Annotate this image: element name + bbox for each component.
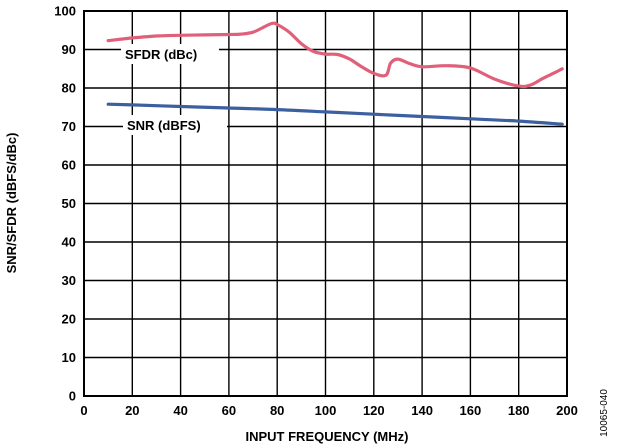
y-tick-label-100: 100 xyxy=(54,4,76,19)
y-tick-label-50: 50 xyxy=(62,196,76,211)
x-tick-label-120: 120 xyxy=(363,403,385,418)
figure-id: 10065-040 xyxy=(599,389,610,437)
x-tick-label-160: 160 xyxy=(460,403,482,418)
series-lines xyxy=(106,21,564,126)
snr-series-label: SNR (dBFS) xyxy=(123,115,227,135)
y-tick-label-10: 10 xyxy=(62,350,76,365)
y-axis-title: SNR/SFDR (dBFS/dBc) xyxy=(4,133,19,274)
x-tick-label-40: 40 xyxy=(173,403,187,418)
sfdr-line xyxy=(106,21,564,89)
y-tick-label-90: 90 xyxy=(62,42,76,57)
x-tick-label-180: 180 xyxy=(508,403,530,418)
x-tick-label-0: 0 xyxy=(80,403,87,418)
x-tick-label-100: 100 xyxy=(315,403,337,418)
x-tick-label-80: 80 xyxy=(270,403,284,418)
sfdr-series-label: SFDR (dBc) xyxy=(121,44,219,64)
snr-label: SNR (dBFS) xyxy=(127,118,201,133)
x-tick-label-140: 140 xyxy=(411,403,433,418)
y-tick-label-40: 40 xyxy=(62,235,76,250)
y-tick-label-30: 30 xyxy=(62,273,76,288)
plot-frame xyxy=(83,10,568,397)
sfdr-label: SFDR (dBc) xyxy=(125,47,197,62)
x-tick-label-200: 200 xyxy=(556,403,578,418)
y-tick-label-60: 60 xyxy=(62,158,76,173)
snr-line xyxy=(106,102,564,126)
plot-border xyxy=(83,10,568,397)
y-tick-label-0: 0 xyxy=(69,389,76,404)
grid xyxy=(83,10,568,397)
x-tick-label-60: 60 xyxy=(222,403,236,418)
y-tick-label-70: 70 xyxy=(62,119,76,134)
x-axis-title: INPUT FREQUENCY (MHz) xyxy=(246,429,409,444)
y-tick-label-20: 20 xyxy=(62,312,76,327)
x-tick-labels: 0 20 40 60 80 100 120 140 160 180 200 xyxy=(80,403,577,418)
y-tick-label-80: 80 xyxy=(62,81,76,96)
y-tick-labels: 0 10 20 30 40 50 60 70 80 90 100 xyxy=(54,4,76,404)
x-tick-label-20: 20 xyxy=(125,403,139,418)
